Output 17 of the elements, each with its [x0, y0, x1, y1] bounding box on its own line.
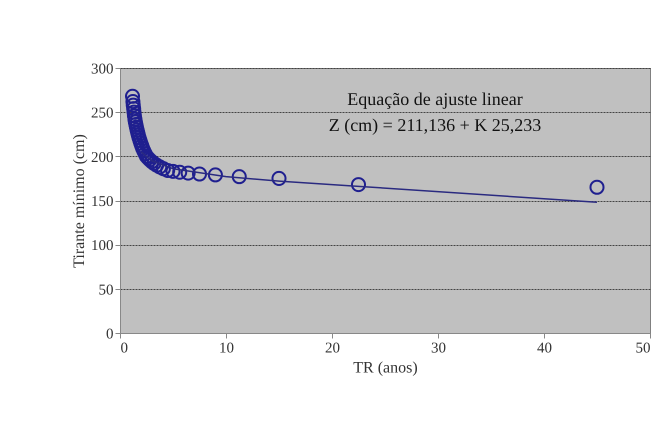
annotation: Equação de ajuste linear [347, 89, 523, 109]
x-tick-label: 0 [120, 340, 128, 356]
x-tick-label: 10 [219, 340, 234, 356]
x-tick-label: 40 [537, 340, 552, 356]
y-tick-label: 0 [106, 326, 114, 342]
x-tick-label: 20 [325, 340, 340, 356]
annotation: Z (cm) = 211,136 + K 25,233 [328, 115, 542, 135]
y-axis-title: Tirante mínimo (cm) [71, 134, 88, 268]
y-tick-label: 200 [91, 150, 114, 166]
x-tick-label: 50 [636, 340, 650, 356]
y-tick-label: 150 [91, 194, 114, 210]
x-axis-title: TR (anos) [353, 360, 418, 376]
x-tick-label: 30 [431, 340, 446, 356]
y-tick-label: 250 [91, 106, 114, 122]
y-tick-label: 300 [91, 62, 114, 78]
y-tick-label: 50 [98, 282, 114, 298]
y-tick-label: 100 [91, 238, 114, 254]
